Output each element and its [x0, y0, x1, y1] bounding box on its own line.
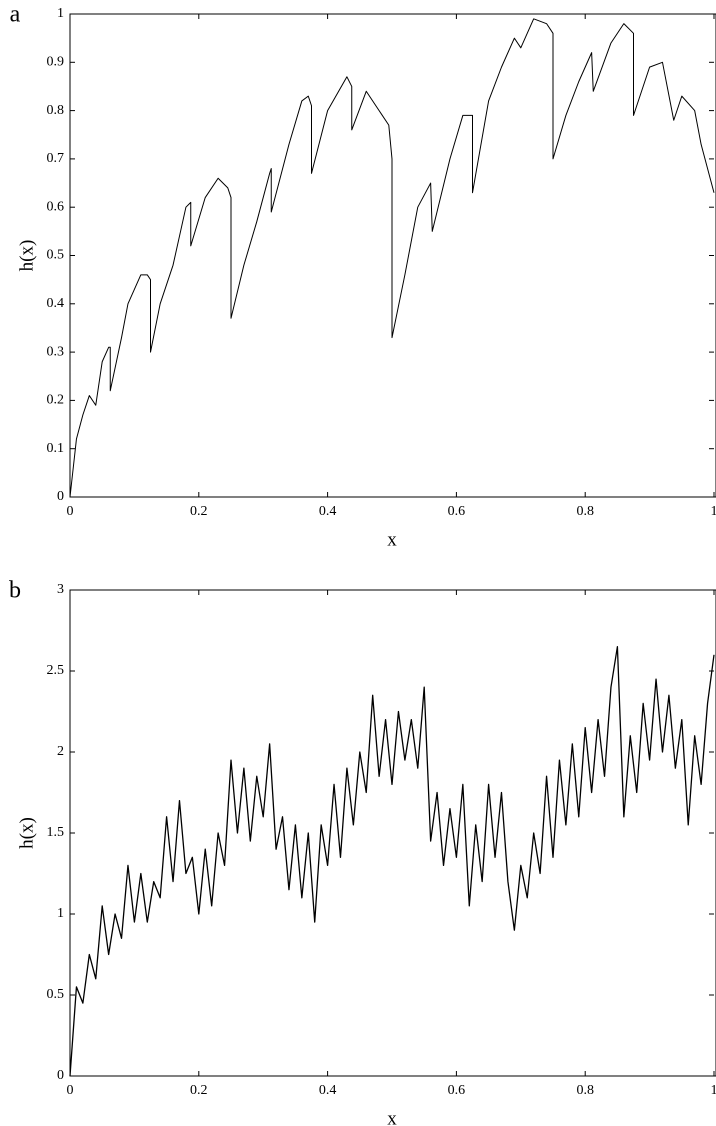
x-tick-label: 0.6 [448, 1083, 466, 1098]
x-axis-label: x [387, 529, 397, 550]
y-tick-label: 1 [57, 6, 64, 21]
y-tick-label: 1 [57, 906, 64, 921]
x-tick-label: 0.6 [448, 504, 466, 519]
panel-label: b [9, 578, 21, 604]
x-tick-label: 0.4 [319, 504, 337, 519]
y-tick-label: 2.5 [47, 663, 65, 678]
plot-frame [69, 589, 716, 1077]
y-axis-label: h(x) [16, 817, 37, 849]
y-tick-label: 0.5 [47, 248, 65, 263]
x-tick-label: 0.4 [319, 1083, 337, 1098]
x-tick-label: 1 [711, 504, 716, 519]
y-axis-label: h(x) [16, 240, 37, 272]
data-line [69, 18, 715, 498]
y-tick-label: 0.1 [47, 441, 65, 456]
y-tick-label: 3 [57, 582, 64, 597]
y-tick-label: 0 [57, 489, 64, 504]
y-tick-label: 0.3 [47, 344, 65, 359]
y-tick-label: 0 [57, 1068, 64, 1083]
y-tick-label: 0.6 [47, 199, 65, 214]
x-tick-label: 0.8 [576, 504, 594, 519]
x-tick-label: 0.8 [576, 1083, 594, 1098]
y-tick-label: 0.4 [47, 296, 65, 311]
y-tick-label: 0.5 [47, 987, 65, 1002]
x-tick-label: 0.2 [190, 1083, 208, 1098]
x-tick-label: 0 [67, 1083, 74, 1098]
x-tick-label: 0.2 [190, 504, 208, 519]
y-tick-label: 2 [57, 744, 64, 759]
panel-label: a [10, 2, 21, 28]
x-tick-label: 0 [67, 504, 74, 519]
y-tick-label: 0.2 [47, 393, 65, 408]
y-tick-label: 0.7 [47, 151, 65, 166]
x-tick-label: 1 [711, 1083, 716, 1098]
y-tick-label: 1.5 [47, 825, 65, 840]
y-tick-label: 0.8 [47, 103, 65, 118]
data-line [69, 646, 715, 1077]
plot-frame [69, 13, 716, 498]
x-axis-label: x [387, 1108, 397, 1126]
y-tick-label: 0.9 [47, 55, 65, 70]
